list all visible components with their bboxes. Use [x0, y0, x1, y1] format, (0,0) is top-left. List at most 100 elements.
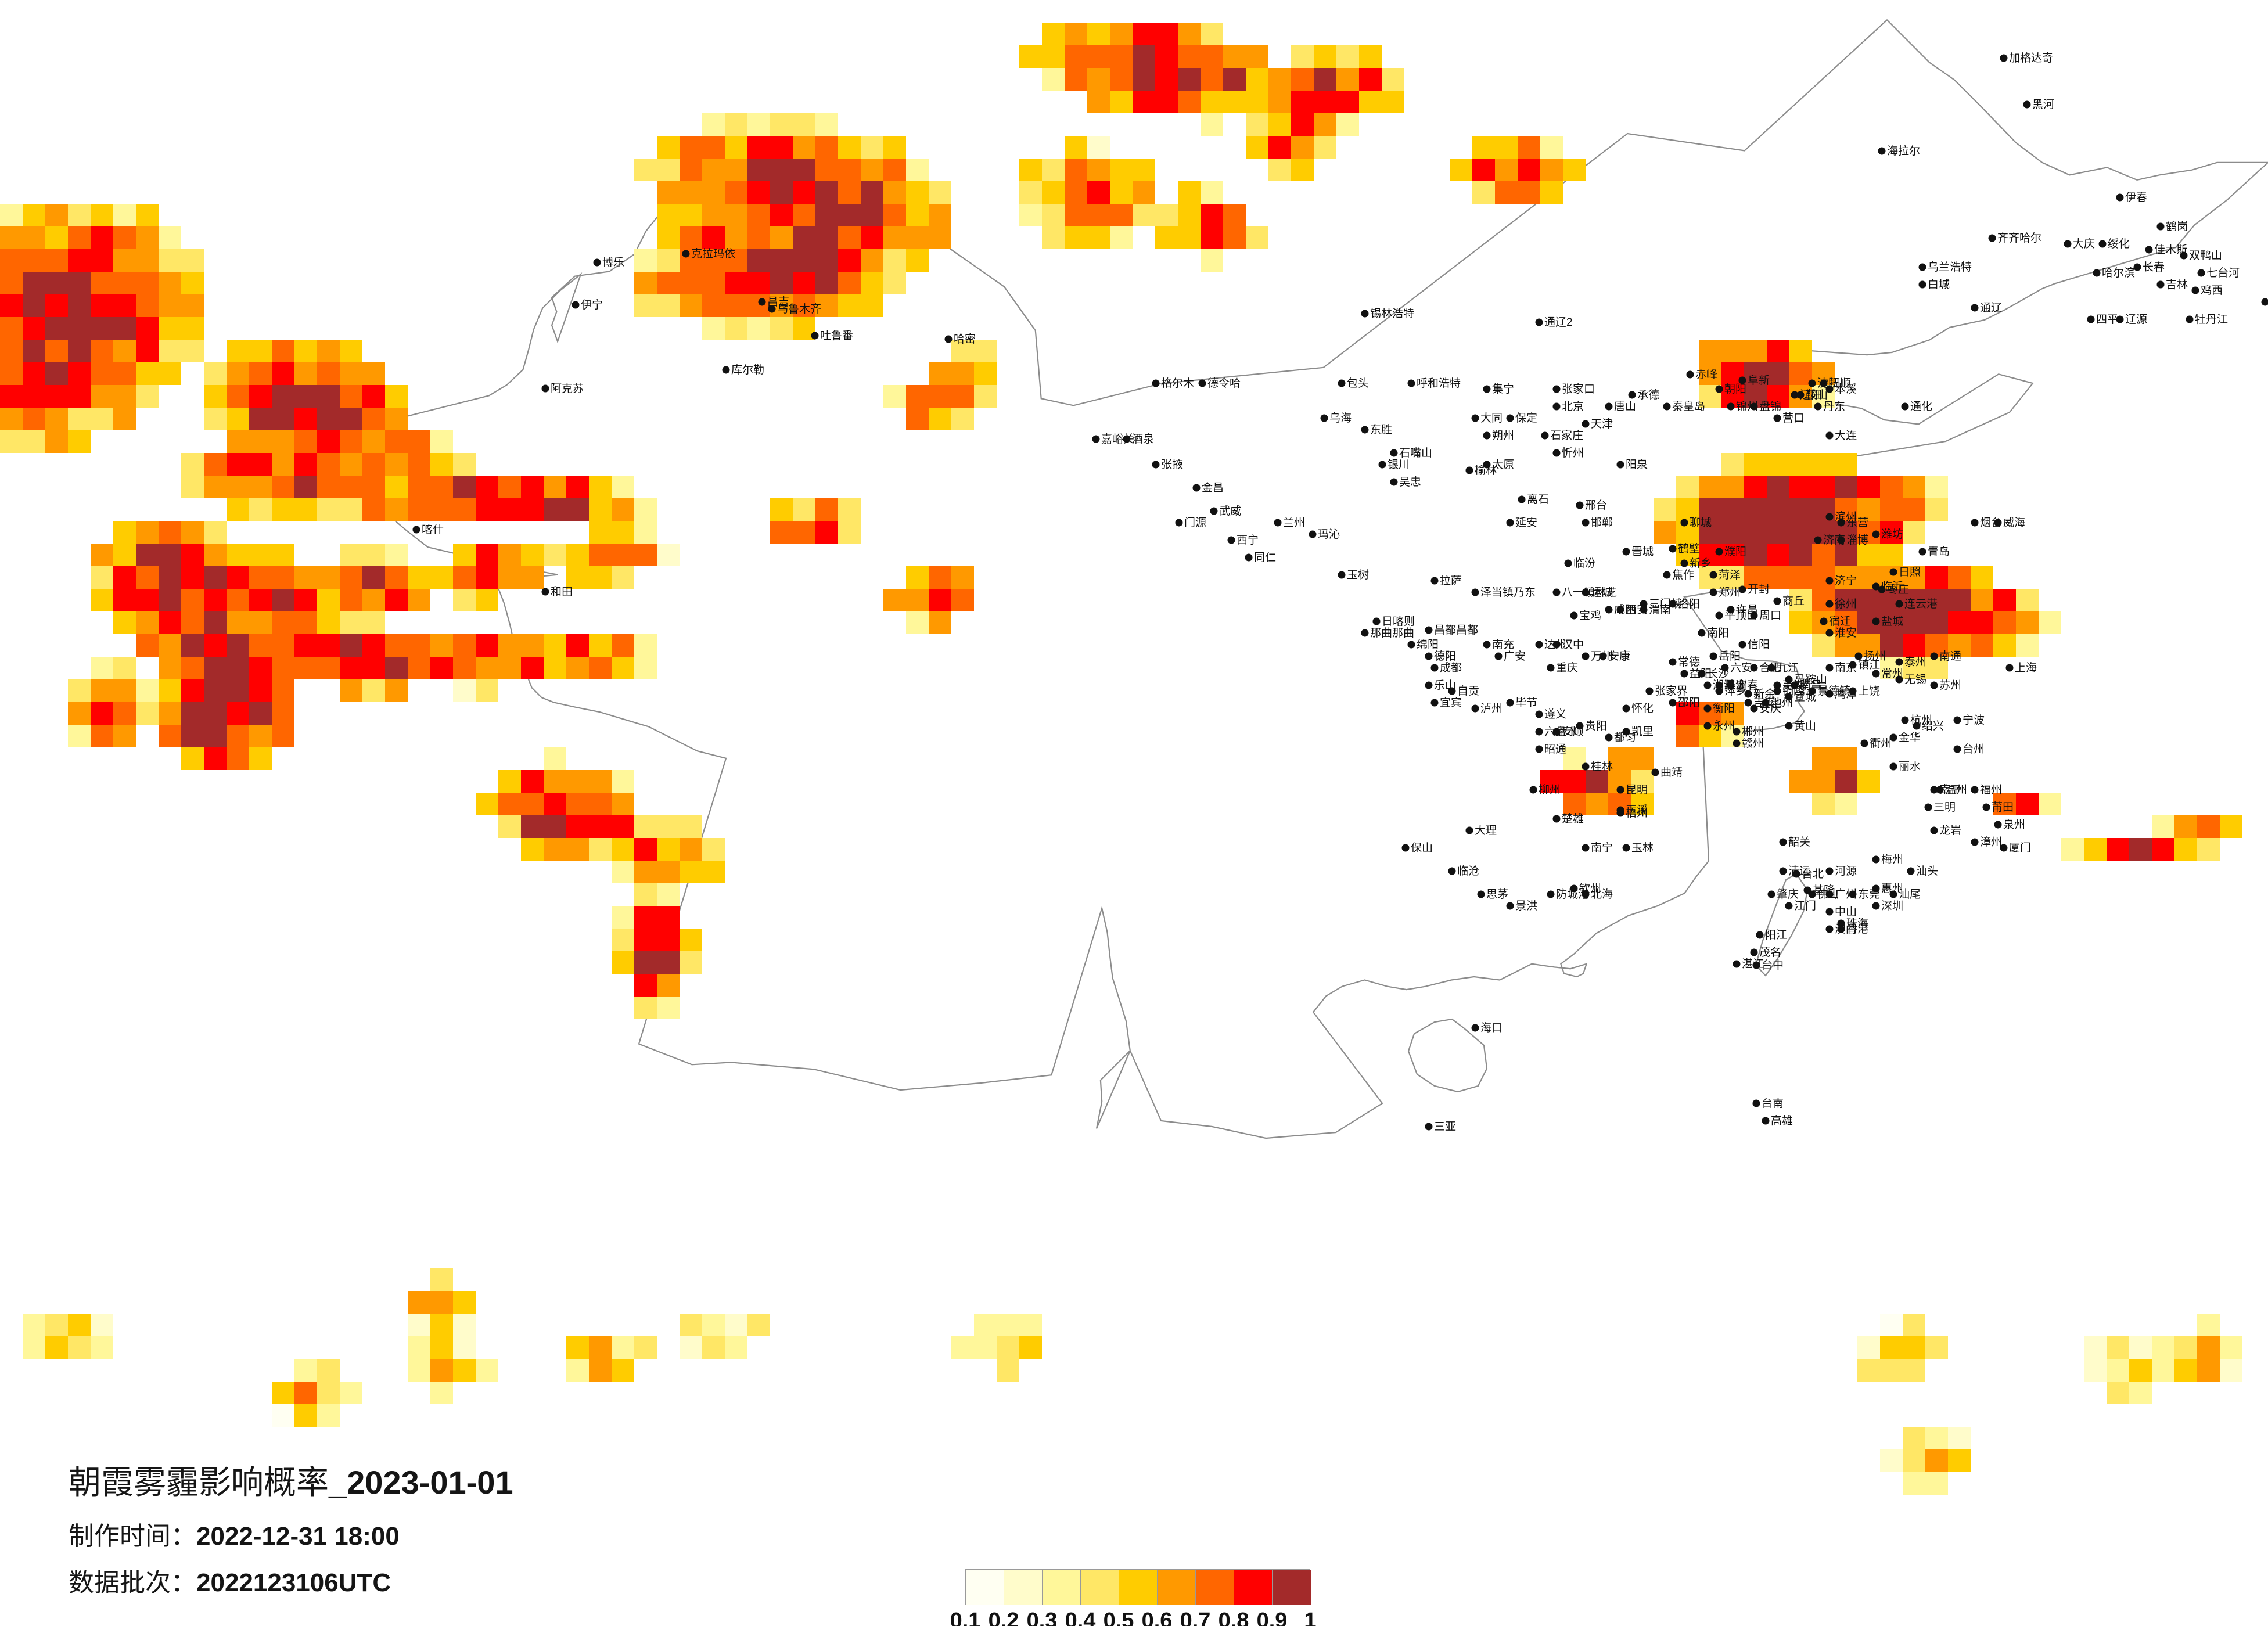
svg-text:双鸭山: 双鸭山: [2189, 249, 2222, 262]
svg-text:赣州: 赣州: [1742, 737, 1764, 750]
svg-text:马鞍山: 马鞍山: [1794, 673, 1827, 686]
svg-text:六安: 六安: [1730, 661, 1752, 674]
svg-text:白城: 白城: [1928, 278, 1950, 291]
svg-text:怀化: 怀化: [1631, 702, 1654, 715]
svg-text:河源: 河源: [1835, 865, 1857, 877]
svg-text:南充: 南充: [1492, 638, 1514, 651]
svg-text:哈尔滨: 哈尔滨: [2102, 267, 2135, 279]
svg-text:江门: 江门: [1794, 900, 1816, 912]
svg-text:商丘: 商丘: [1782, 595, 1805, 607]
svg-text:汕头: 汕头: [1916, 865, 1938, 877]
svg-text:永州: 永州: [1713, 720, 1735, 732]
svg-text:齐齐哈尔: 齐齐哈尔: [1997, 232, 2041, 244]
svg-text:台州: 台州: [1963, 743, 1985, 756]
svg-text:三亚: 三亚: [1434, 1121, 1456, 1133]
svg-text:长春: 长春: [2143, 261, 2165, 274]
svg-text:南通: 南通: [1939, 650, 1961, 663]
svg-text:加格达奇: 加格达奇: [2009, 52, 2053, 64]
svg-text:湘潭: 湘潭: [1713, 679, 1735, 692]
svg-text:武威: 武威: [1219, 505, 1241, 517]
svg-text:三明: 三明: [1933, 801, 1956, 814]
svg-text:邵阳: 邵阳: [1678, 696, 1700, 709]
svg-text:龙岩: 龙岩: [1939, 824, 1961, 837]
svg-text:临沧: 临沧: [1457, 865, 1479, 877]
svg-text:离石: 离石: [1527, 493, 1549, 506]
svg-text:咸阳: 咸阳: [1614, 603, 1636, 616]
svg-text:广安: 广安: [1504, 650, 1526, 663]
svg-text:辽阳: 辽阳: [1800, 388, 1822, 401]
svg-text:鸡西: 鸡西: [2201, 284, 2223, 297]
svg-text:开封: 开封: [1748, 583, 1770, 596]
svg-text:石家庄: 石家庄: [1550, 429, 1583, 442]
svg-text:济宁: 济宁: [1835, 574, 1857, 587]
svg-text:泸州: 泸州: [1480, 702, 1503, 715]
svg-text:那曲那曲: 那曲那曲: [1370, 627, 1414, 639]
svg-text:门源: 门源: [1184, 516, 1206, 529]
svg-text:黑河: 黑河: [2032, 98, 2054, 111]
svg-text:重庆: 重庆: [1556, 661, 1578, 674]
svg-text:集宁: 集宁: [1492, 383, 1514, 395]
svg-text:金华: 金华: [1899, 731, 1921, 744]
svg-text:绵阳: 绵阳: [1417, 638, 1439, 651]
svg-text:信阳: 信阳: [1748, 638, 1770, 651]
svg-text:博乐: 博乐: [602, 256, 624, 269]
svg-text:常德: 常德: [1678, 656, 1700, 668]
svg-text:营口: 营口: [1782, 412, 1805, 425]
svg-text:盐城: 盐城: [1881, 615, 1903, 628]
svg-text:石嘴山: 石嘴山: [1399, 447, 1432, 459]
svg-text:曲靖: 曲靖: [1660, 766, 1683, 779]
svg-text:潍坊: 潍坊: [1881, 528, 1903, 541]
svg-text:六盘水: 六盘水: [1544, 725, 1577, 738]
svg-text:包头: 包头: [1347, 377, 1369, 390]
svg-text:桂林: 桂林: [1591, 760, 1613, 773]
svg-text:黄山: 黄山: [1794, 720, 1816, 732]
svg-text:苏州: 苏州: [1939, 679, 1961, 692]
svg-text:鹤岗: 鹤岗: [2166, 220, 2188, 233]
svg-text:承德: 承德: [1637, 388, 1659, 401]
svg-text:阿克苏: 阿克苏: [551, 382, 584, 395]
svg-text:梅州: 梅州: [1881, 853, 1903, 866]
svg-text:秦皇岛: 秦皇岛: [1672, 400, 1705, 413]
svg-text:呼和浩特: 呼和浩特: [1417, 377, 1461, 390]
svg-text:哈密: 哈密: [954, 333, 976, 346]
svg-text:衢州: 衢州: [1870, 737, 1892, 750]
svg-text:常州: 常州: [1881, 667, 1903, 680]
svg-text:新乡: 新乡: [1690, 557, 1712, 570]
svg-text:基隆: 基隆: [1813, 884, 1835, 897]
svg-text:临汾: 临汾: [1573, 557, 1595, 570]
svg-text:朝阳: 朝阳: [1724, 383, 1746, 395]
svg-text:玉林: 玉林: [1631, 841, 1654, 854]
svg-text:遵义: 遵义: [1544, 708, 1566, 721]
svg-text:连云港: 连云港: [1904, 598, 1938, 610]
svg-text:楚雄: 楚雄: [1562, 812, 1584, 825]
svg-text:克拉玛依: 克拉玛依: [691, 247, 735, 260]
svg-text:东胜: 东胜: [1370, 423, 1392, 436]
svg-text:乌海: 乌海: [1329, 412, 1352, 425]
svg-text:忻州: 忻州: [1562, 447, 1584, 459]
svg-text:海拉尔: 海拉尔: [1887, 145, 1920, 157]
svg-text:宝鸡: 宝鸡: [1579, 609, 1601, 622]
svg-text:通辽2: 通辽2: [1544, 316, 1573, 329]
svg-text:乌兰浩特: 乌兰浩特: [1928, 261, 1972, 274]
svg-text:保山: 保山: [1411, 841, 1433, 854]
svg-text:衡阳: 衡阳: [1713, 702, 1735, 715]
svg-text:日喀则: 日喀则: [1382, 615, 1415, 628]
svg-text:宿迁: 宿迁: [1829, 615, 1851, 628]
svg-text:鹤壁: 鹤壁: [1678, 542, 1700, 555]
svg-text:防城港: 防城港: [1556, 888, 1589, 901]
svg-text:澳门: 澳门: [1835, 923, 1857, 936]
svg-text:银川: 银川: [1388, 458, 1410, 471]
svg-text:喀什: 喀什: [422, 523, 444, 536]
svg-text:榆林: 榆林: [1475, 464, 1497, 477]
svg-text:泉州: 泉州: [2003, 818, 2025, 831]
svg-text:铜陵: 铜陵: [1782, 685, 1805, 697]
svg-text:阳泉: 阳泉: [1626, 458, 1648, 471]
svg-text:阳江: 阳江: [1765, 929, 1787, 941]
svg-text:周口: 周口: [1759, 610, 1781, 622]
svg-text:金昌: 金昌: [1202, 481, 1224, 494]
svg-text:张家界: 张家界: [1655, 685, 1688, 697]
svg-text:保定: 保定: [1515, 412, 1537, 425]
svg-text:赤峰: 赤峰: [1695, 368, 1717, 381]
svg-text:吉林: 吉林: [2166, 278, 2188, 291]
svg-text:邢台: 邢台: [1585, 499, 1607, 512]
